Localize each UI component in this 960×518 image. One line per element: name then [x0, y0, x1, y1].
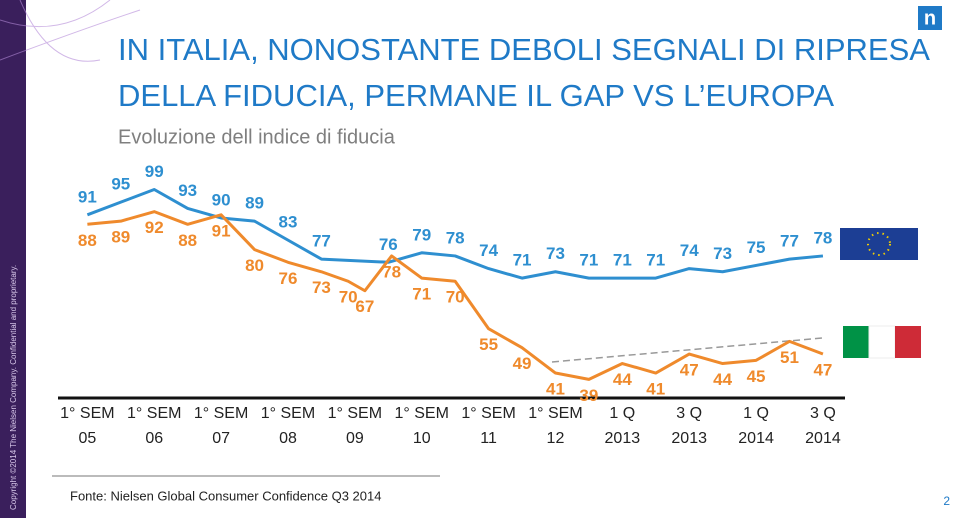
title-line: DELLA FIDUCIA, PERMANE IL GAP VS L’EUROP… [118, 78, 834, 113]
page-number: 2 [943, 494, 950, 508]
data-label: 91 [212, 221, 231, 240]
copyright: Copyright ©2014 The Nielsen Company. Con… [9, 265, 18, 510]
data-label: 78 [382, 262, 401, 281]
data-label: 73 [312, 278, 331, 297]
trend-line [551, 337, 823, 363]
data-label: 89 [245, 194, 264, 213]
data-label: 93 [178, 181, 197, 200]
data-label: 92 [145, 218, 164, 237]
x-tick-label: 11 [480, 430, 497, 447]
x-tick-label: 2013 [605, 430, 641, 447]
x-tick-label: 1 Q [609, 405, 635, 422]
data-label: 41 [646, 379, 665, 398]
data-label: 78 [813, 228, 832, 247]
source: Fonte: Nielsen Global Consumer Confidenc… [70, 488, 381, 503]
x-tick-label: 10 [413, 430, 431, 447]
data-label: 79 [412, 225, 431, 244]
x-tick-label: 2013 [671, 430, 707, 447]
data-label: 39 [579, 386, 598, 405]
logo-box [918, 6, 942, 30]
data-label: 44 [713, 370, 732, 389]
data-label: 78 [446, 228, 465, 247]
data-label: 67 [355, 297, 374, 316]
data-label: 73 [713, 244, 732, 263]
data-label: 80 [245, 256, 264, 275]
data-label: 70 [339, 288, 358, 307]
data-label: 76 [279, 269, 298, 288]
x-tick-label: 12 [547, 430, 565, 447]
data-label: 47 [680, 361, 699, 380]
data-label: 74 [479, 241, 498, 260]
x-tick-label: 1° SEM [528, 405, 582, 422]
x-tick-label: 09 [346, 430, 364, 447]
data-label: 45 [747, 367, 766, 386]
data-label: 91 [78, 187, 97, 206]
data-label: 74 [680, 241, 699, 260]
data-label: 99 [145, 162, 164, 181]
x-tick-label: 1° SEM [194, 405, 248, 422]
subtitle: Evoluzione dell indice di fiducia [118, 126, 396, 148]
x-tick-label: 07 [212, 430, 230, 447]
decoration [0, 0, 141, 62]
data-label: 77 [312, 232, 331, 251]
data-label: 51 [780, 348, 799, 367]
x-tick-label: 1° SEM [60, 405, 114, 422]
x-tick-label: 1° SEM [127, 405, 181, 422]
x-tick-label: 06 [145, 430, 163, 447]
data-label: 49 [513, 354, 532, 373]
x-tick-label: 3 Q [810, 405, 836, 422]
logo: n [924, 7, 936, 29]
x-tick-label: 1° SEM [461, 405, 515, 422]
data-label: 44 [613, 370, 632, 389]
italy-flag [843, 325, 921, 359]
data-label: 71 [646, 251, 665, 270]
series-line [86, 187, 824, 280]
x-tick-label: 1° SEM [395, 405, 449, 422]
data-label: 55 [479, 335, 498, 354]
x-tick-label: 05 [78, 430, 96, 447]
data-label: 47 [813, 361, 832, 380]
data-label: 75 [747, 238, 766, 257]
data-label: 90 [212, 190, 231, 209]
data-label: 83 [279, 213, 298, 232]
x-tick-label: 1 Q [743, 405, 769, 422]
x-tick-label: 1° SEM [328, 405, 382, 422]
data-label: 88 [178, 231, 197, 250]
side-strip [0, 0, 26, 518]
x-tick-label: 08 [279, 430, 297, 447]
data-label: 71 [579, 251, 598, 270]
data-label: 73 [546, 244, 565, 263]
data-label: 71 [613, 251, 632, 270]
title-line: IN ITALIA, NONOSTANTE DEBOLI SEGNALI DI … [118, 32, 930, 67]
x-tick-label: 1° SEM [261, 405, 315, 422]
data-label: 89 [111, 228, 130, 247]
x-tick-label: 2014 [738, 430, 774, 447]
eu-flag [840, 228, 918, 260]
data-label: 88 [78, 231, 97, 250]
data-label: 95 [111, 175, 130, 194]
x-tick-label: 3 Q [676, 405, 702, 422]
data-label: 71 [513, 251, 532, 270]
data-label: 76 [379, 235, 398, 254]
x-tick-label: 2014 [805, 430, 841, 447]
data-label: 41 [546, 379, 565, 398]
data-label: 71 [412, 285, 431, 304]
series-line [87, 210, 824, 381]
data-label: 77 [780, 232, 799, 251]
data-label: 70 [446, 288, 465, 307]
